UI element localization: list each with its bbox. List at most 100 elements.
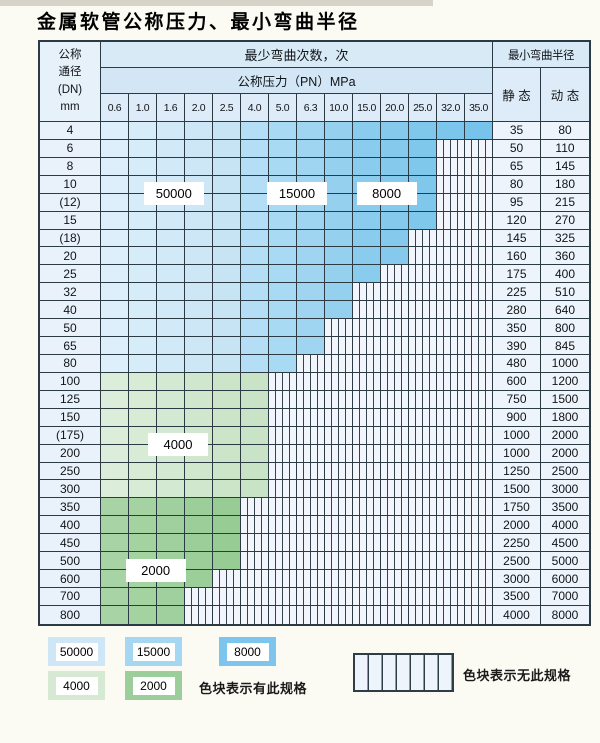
static-radius-value: 65: [493, 157, 541, 176]
static-radius-value: 120: [493, 211, 541, 230]
no-spec-cell: [325, 372, 353, 391]
spec-cell: [157, 122, 185, 140]
spec-cell: [101, 175, 129, 194]
spec-cell: [241, 480, 269, 499]
spec-cell: [213, 498, 241, 517]
spec-cell: [297, 211, 325, 230]
cycle-count-label: 8000: [356, 182, 417, 206]
no-spec-cell: [353, 319, 381, 338]
table-row: 8 65 145: [40, 157, 589, 176]
dynamic-radius-value: 640: [541, 301, 589, 320]
no-spec-cell: [409, 354, 437, 373]
no-spec-cell: [437, 516, 465, 535]
spec-cell: [157, 516, 185, 535]
no-spec-cell: [465, 426, 493, 445]
no-spec-cell: [269, 570, 297, 588]
spec-cell: [129, 498, 157, 517]
no-spec-cell: [325, 354, 353, 373]
no-spec-cell: [465, 229, 493, 248]
spec-cell: [101, 283, 129, 302]
spec-cell: [325, 229, 353, 248]
no-spec-cell: [353, 390, 381, 409]
no-spec-cell: [437, 229, 465, 248]
spec-cell: [213, 319, 241, 338]
pressure-col-header: 15.0: [353, 94, 381, 122]
no-spec-cell: [185, 605, 213, 624]
no-spec-cell: [353, 516, 381, 535]
spec-cell: [269, 211, 297, 230]
no-spec-cell: [213, 570, 241, 588]
no-spec-cell: [437, 426, 465, 445]
min-bend-radius-header: 最小弯曲半径: [493, 42, 589, 68]
table-row: 450 2250 4500: [40, 534, 589, 553]
spec-cell: [185, 319, 213, 338]
spec-cell: [409, 139, 437, 158]
no-spec-cell: [465, 480, 493, 499]
spec-cell: [157, 337, 185, 355]
radius-header-group: 最小弯曲半径 静 态 动 态: [493, 42, 589, 122]
spec-cell: [353, 247, 381, 266]
spec-cell: [129, 390, 157, 409]
no-spec-cell: [325, 462, 353, 481]
no-spec-cell: [465, 534, 493, 553]
spec-cell: [101, 605, 129, 624]
no-spec-cell: [353, 444, 381, 463]
pressure-col-header: 5.0: [269, 94, 297, 122]
static-radius-value: 160: [493, 247, 541, 266]
dynamic-radius-value: 845: [541, 337, 589, 355]
spec-cell: [241, 354, 269, 373]
spec-cell: [241, 157, 269, 176]
static-radius-value: 35: [493, 122, 541, 140]
no-spec-cell: [437, 605, 465, 624]
no-spec-cell: [437, 462, 465, 481]
spec-cell: [185, 211, 213, 230]
spec-cell: [157, 283, 185, 302]
spec-cell: [269, 301, 297, 320]
table-row: 350 1750 3500: [40, 498, 589, 517]
spec-cell: [297, 337, 325, 355]
no-spec-cell: [437, 498, 465, 517]
pressure-col-header: 2.0: [185, 94, 213, 122]
spec-cell: [157, 372, 185, 391]
table-row: 15 120 270: [40, 211, 589, 230]
spec-cell: [213, 175, 241, 194]
spec-cell: [185, 534, 213, 553]
spec-cell: [297, 283, 325, 302]
no-spec-cell: [465, 337, 493, 355]
no-spec-cell: [381, 462, 409, 481]
spec-cell: [129, 587, 157, 606]
dn-label: (175): [40, 426, 101, 445]
dynamic-column-header: 动 态: [541, 68, 589, 122]
static-radius-value: 2250: [493, 534, 541, 553]
no-spec-cell: [465, 175, 493, 194]
spec-cell: [185, 498, 213, 517]
pressure-col-header: 1.0: [129, 94, 157, 122]
dynamic-radius-value: 7000: [541, 587, 589, 606]
static-dynamic-headers: 静 态 动 态: [493, 68, 589, 122]
spec-cell: [129, 337, 157, 355]
no-spec-cell: [409, 390, 437, 409]
no-spec-cell: [409, 247, 437, 266]
spec-cell: [157, 229, 185, 248]
no-spec-cell: [297, 372, 325, 391]
table-row: 200 1000 2000: [40, 444, 589, 463]
spec-cell: [325, 247, 353, 266]
dynamic-radius-value: 215: [541, 193, 589, 212]
no-spec-cell: [465, 247, 493, 266]
spec-cell: [381, 139, 409, 158]
no-spec-cell: [269, 390, 297, 409]
spec-cell: [241, 211, 269, 230]
spec-cell: [213, 229, 241, 248]
no-spec-cell: [241, 516, 269, 535]
spec-cell: [241, 229, 269, 248]
no-spec-cell: [297, 354, 325, 373]
spec-cell: [325, 193, 353, 212]
dynamic-radius-value: 800: [541, 319, 589, 338]
spec-cell: [129, 516, 157, 535]
cycle-count-label: 15000: [267, 182, 327, 206]
no-spec-cell: [381, 372, 409, 391]
spec-cell: [157, 301, 185, 320]
spec-cell: [129, 265, 157, 284]
spec-cell: [241, 390, 269, 409]
